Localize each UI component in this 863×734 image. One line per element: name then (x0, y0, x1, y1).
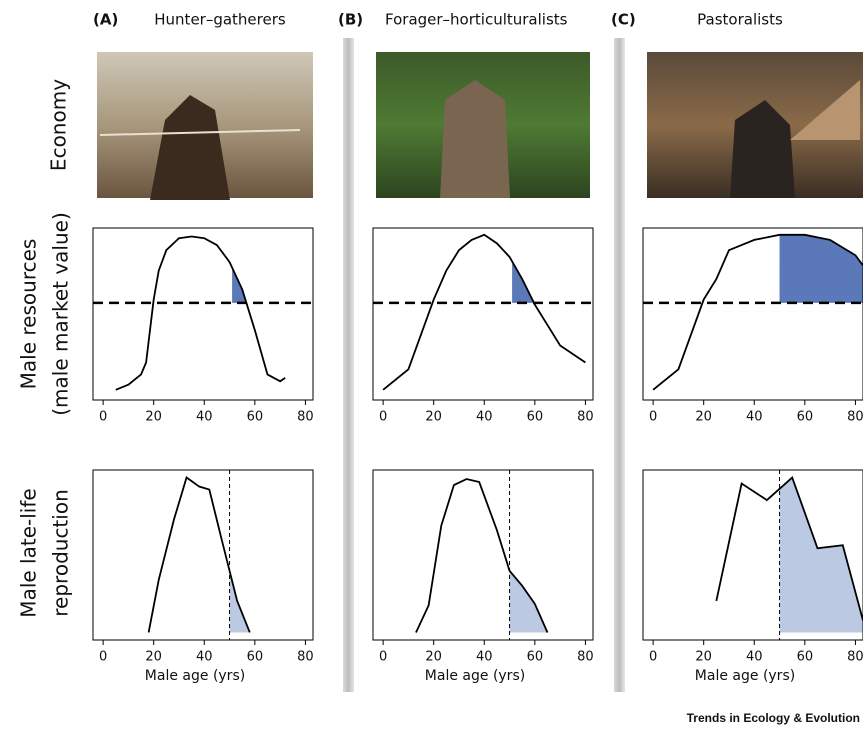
panel-letter: (A) (93, 11, 118, 29)
x-tick-label: 40 (476, 650, 493, 665)
plot-frame (93, 470, 313, 640)
photo (647, 52, 863, 198)
x-tick-label: 20 (145, 410, 162, 425)
column-title: Forager–horticulturalists (385, 11, 568, 29)
shaded-area (780, 235, 863, 303)
x-tick-label: 0 (379, 410, 387, 425)
separator (343, 38, 354, 692)
data-line (383, 235, 585, 390)
chart: 0 20 40 60 80 (373, 228, 594, 425)
footer: Trends in Ecology & Evolution (687, 711, 860, 725)
row-label: Male late-life (17, 488, 41, 617)
chart: 0 20 40 60 80 Male age (yrs) (373, 470, 594, 684)
x-tick-label: 60 (247, 410, 264, 425)
plot-frame (373, 228, 593, 400)
plot-frame (93, 228, 313, 400)
x-axis-title: Male age (yrs) (695, 668, 795, 684)
x-axis-title: Male age (yrs) (425, 668, 525, 684)
row-label: Male resources (17, 239, 41, 390)
x-tick-label: 80 (847, 410, 863, 425)
x-tick-label: 20 (695, 410, 712, 425)
x-tick-label: 60 (527, 410, 544, 425)
chart: 0 20 40 60 80 Male age (yrs) (93, 470, 314, 684)
photo (97, 52, 313, 200)
panel-letter: (B) (338, 11, 363, 29)
x-tick-label: 80 (577, 410, 594, 425)
row-label: Economy (47, 79, 71, 171)
shaded-area (510, 571, 548, 633)
chart: 0 20 40 60 80 Male age (yrs) (643, 470, 863, 684)
chart: 0 20 40 60 80 (643, 228, 863, 425)
x-tick-label: 80 (297, 650, 314, 665)
row-label: (male market value) (49, 212, 73, 416)
column-title: Hunter–gatherers (154, 11, 286, 29)
x-tick-label: 80 (297, 410, 314, 425)
x-tick-label: 20 (145, 650, 162, 665)
x-tick-label: 20 (695, 650, 712, 665)
panel-letter: (C) (611, 11, 636, 29)
x-tick-label: 40 (196, 650, 213, 665)
chart: 0 20 40 60 80 (93, 228, 314, 425)
x-tick-label: 20 (425, 650, 442, 665)
x-tick-label: 80 (577, 650, 594, 665)
x-tick-label: 40 (746, 410, 763, 425)
x-tick-label: 60 (527, 650, 544, 665)
x-tick-label: 0 (649, 410, 657, 425)
x-tick-label: 0 (649, 650, 657, 665)
x-tick-label: 40 (476, 410, 493, 425)
x-tick-label: 0 (379, 650, 387, 665)
separator (614, 38, 625, 692)
photo (376, 52, 590, 198)
shaded-area (780, 478, 863, 633)
x-tick-label: 20 (425, 410, 442, 425)
plot-frame (373, 470, 593, 640)
x-tick-label: 60 (797, 650, 814, 665)
row-label: reproduction (49, 489, 73, 616)
x-tick-label: 80 (847, 650, 863, 665)
x-tick-label: 40 (746, 650, 763, 665)
x-tick-label: 40 (196, 410, 213, 425)
data-line (116, 237, 285, 390)
x-tick-label: 60 (247, 650, 264, 665)
x-axis-title: Male age (yrs) (145, 668, 245, 684)
x-tick-label: 0 (99, 650, 107, 665)
column-title: Pastoralists (697, 11, 783, 29)
figure: (A) Hunter–gatherers (B) Forager–horticultu… (0, 0, 863, 734)
x-tick-label: 0 (99, 410, 107, 425)
x-tick-label: 60 (797, 410, 814, 425)
